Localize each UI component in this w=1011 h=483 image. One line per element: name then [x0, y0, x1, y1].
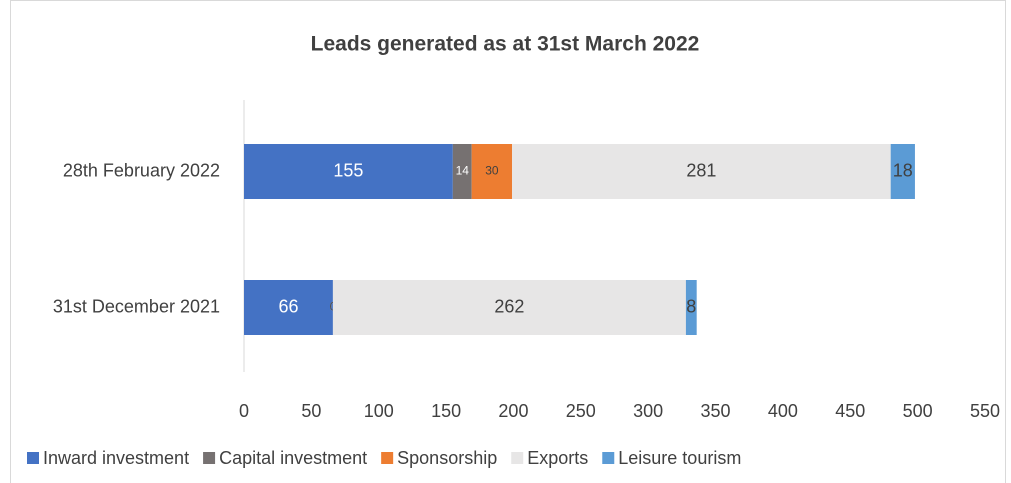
- bar-segment: [244, 280, 333, 335]
- bar-segment: [685, 280, 697, 335]
- legend-label: Inward investment: [43, 448, 189, 468]
- data-label: 66: [278, 296, 298, 316]
- chart-title: Leads generated as at 31st March 2022: [311, 33, 700, 56]
- bar-segment: [512, 144, 891, 199]
- data-label: 30: [485, 164, 499, 178]
- legend-label: Leisure tourism: [618, 448, 741, 468]
- x-tick-label: 350: [701, 401, 731, 421]
- x-tick-label: 250: [566, 401, 596, 421]
- legend-swatch: [203, 452, 216, 464]
- data-label: 18: [893, 160, 913, 180]
- x-tick-label: 50: [301, 401, 321, 421]
- data-label: 262: [494, 296, 524, 316]
- legend-swatch: [511, 452, 524, 464]
- data-label: 155: [333, 160, 363, 180]
- legend-swatch: [381, 452, 394, 464]
- bar-segment: [452, 144, 472, 199]
- x-tick-label: 500: [903, 401, 933, 421]
- bar-segment: [890, 144, 915, 199]
- legend-label: Capital investment: [219, 448, 367, 468]
- data-label: 14: [456, 164, 470, 178]
- legend-label: Sponsorship: [397, 448, 497, 468]
- x-tick-label: 0: [239, 401, 249, 421]
- x-tick-label: 550: [970, 401, 1000, 421]
- bar-segment: [244, 144, 453, 199]
- y-tick-label: 28th February 2022: [63, 160, 220, 180]
- x-tick-label: 100: [364, 401, 394, 421]
- x-tick-label: 150: [431, 401, 461, 421]
- x-tick-label: 200: [498, 401, 528, 421]
- data-label: 281: [686, 160, 716, 180]
- chart-frame: [10, 0, 1006, 483]
- x-tick-label: 400: [768, 401, 798, 421]
- legend-label: Exports: [527, 448, 588, 468]
- bar-segment: [471, 144, 513, 199]
- x-tick-label: 450: [835, 401, 865, 421]
- bar-segment: [332, 280, 686, 335]
- data-label: 8: [686, 296, 696, 316]
- legend-swatch: [27, 452, 39, 464]
- x-tick-label: 300: [633, 401, 663, 421]
- legend-swatch: [602, 452, 615, 464]
- y-tick-label: 31st December 2021: [53, 296, 220, 316]
